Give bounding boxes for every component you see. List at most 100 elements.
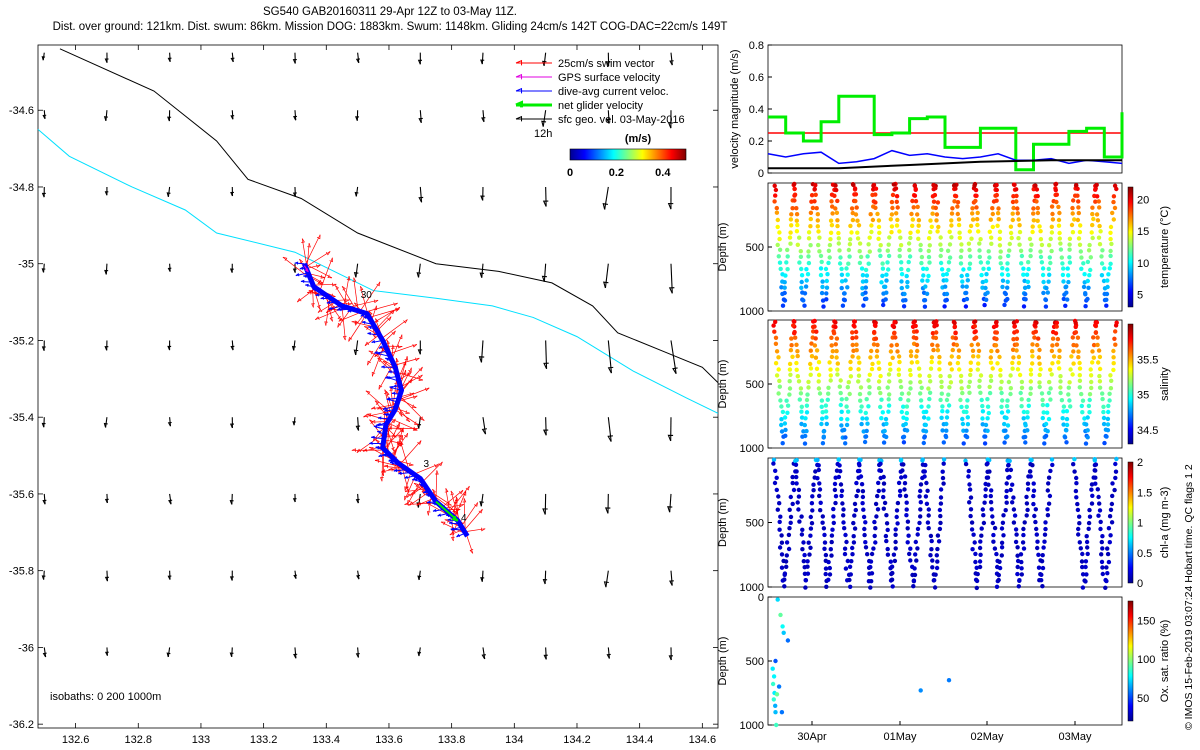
chla-data-point: [924, 501, 930, 506]
salinity-data-point: [964, 434, 970, 440]
temperature-data-point: [949, 211, 955, 216]
swim-vector-arrow-head: [347, 301, 353, 306]
temperature-data-point: [880, 261, 885, 266]
temperature-data-point: [798, 254, 804, 259]
swim-vector-arrow: [383, 330, 396, 343]
swim-vector-arrow-head: [346, 276, 351, 281]
track-day-label: 30: [361, 290, 373, 301]
salinity-data-point: [954, 342, 960, 348]
temperature-data-point: [915, 204, 920, 210]
swim-vector-arrow: [341, 286, 357, 311]
chla-data-point: [994, 584, 1000, 589]
temperature-data-point: [956, 222, 962, 228]
salinity-data-point: [848, 366, 853, 371]
chla-data-point: [928, 553, 933, 558]
salinity-data-point: [969, 342, 974, 348]
temperature-data-point: [997, 236, 1002, 241]
swim-vector-arrow-head: [393, 302, 398, 307]
salinity-data-point: [888, 367, 893, 372]
temperature-data-point: [1049, 204, 1055, 209]
temperature-data-point: [970, 211, 975, 216]
salinity-data-point: [850, 330, 855, 335]
salinity-data-point: [782, 415, 788, 420]
salinity-data-point: [1101, 409, 1106, 415]
temperature-data-point: [1107, 266, 1113, 271]
temperature-data-point: [1098, 229, 1103, 234]
temperature-data-point: [897, 247, 902, 253]
swim-vector-arrow-head: [411, 404, 417, 409]
chla-data-point: [788, 514, 794, 520]
dive-avg-current-arrow: [373, 425, 386, 430]
temperature-data-point: [860, 273, 866, 278]
chla-data-point: [862, 532, 867, 538]
dive-avg-current-arrow-head: [326, 300, 331, 304]
chla-data-point: [1033, 507, 1039, 512]
salinity-data-point: [953, 330, 958, 335]
temperature-data-point: [938, 253, 943, 259]
swim-vector-arrow-head: [345, 298, 350, 303]
temperature-data-point: [837, 248, 842, 253]
salinity-data-point: [1084, 422, 1089, 427]
chla-data-point: [869, 571, 875, 576]
chla-data-point: [977, 559, 983, 564]
chla-data-point: [1046, 481, 1051, 486]
salinity-data-point: [1005, 423, 1011, 428]
chla-data-point: [972, 540, 977, 545]
salinity-data-point: [919, 404, 924, 409]
salinity-data-point: [817, 391, 823, 396]
sfc-velocity-arrow-head: [355, 116, 360, 121]
chla-data-point: [1092, 457, 1097, 462]
salinity-data-point: [1097, 366, 1103, 372]
chla-data-point: [934, 553, 939, 558]
salinity-data-point: [1086, 403, 1092, 409]
temperature-data-point: [1070, 211, 1075, 216]
salinity-data-point: [927, 390, 933, 395]
temperature-data-point: [894, 194, 900, 199]
chla-data-point: [1018, 552, 1024, 557]
salinity-data-point: [1049, 372, 1054, 377]
chla-ytick-label: 500: [746, 518, 764, 530]
temperature-data-point: [1067, 247, 1072, 252]
salinity-data-point: [777, 384, 782, 389]
temperature-data-point: [885, 260, 890, 265]
temperature-data-point: [941, 272, 946, 277]
chla-data-point: [989, 507, 994, 512]
chla-data-point: [926, 507, 931, 512]
temperature-ytick-label: 500: [746, 242, 764, 254]
temperature-data-point: [922, 304, 928, 309]
dive-avg-current-arrow-head: [347, 309, 352, 313]
chla-data-point: [918, 488, 923, 494]
salinity-data-point: [948, 380, 954, 385]
salinity-data-point: [1003, 428, 1008, 433]
temperature-data-point: [947, 229, 952, 234]
dive-avg-current-arrow-head: [447, 518, 451, 522]
chla-data-point: [1083, 559, 1089, 564]
swim-vector-arrow: [359, 286, 369, 316]
map-ytick-label: -36: [18, 642, 34, 654]
temperature-data-point: [964, 296, 970, 302]
salinity-data-point: [792, 329, 797, 335]
salinity-data-point: [987, 384, 992, 390]
chla-data-point: [971, 532, 976, 537]
dive-avg-current-arrow-head: [303, 274, 307, 278]
salinity-data-point: [968, 367, 973, 373]
salinity-data-point: [971, 354, 976, 359]
chla-data-point: [1077, 540, 1083, 545]
temperature-data-point: [1077, 242, 1083, 247]
salinity-data-point: [824, 415, 829, 420]
temperature-data-point: [806, 254, 811, 259]
salinity-data-point: [827, 360, 832, 365]
sfc-velocity-arrow-head: [607, 435, 613, 442]
salinity-data-point: [927, 373, 932, 379]
salinity-data-point: [1040, 415, 1046, 421]
temperature-data-point: [978, 260, 984, 265]
temperature-data-point: [1049, 230, 1055, 235]
chla-data-point: [968, 495, 974, 500]
chla-data-point: [1006, 463, 1011, 468]
salinity-data-point: [832, 319, 837, 324]
temperature-data-point: [887, 235, 892, 240]
chla-data-point: [1107, 540, 1113, 545]
temperature-data-point: [986, 249, 991, 254]
salinity-data-point: [937, 354, 942, 360]
salinity-data-point: [823, 403, 829, 408]
